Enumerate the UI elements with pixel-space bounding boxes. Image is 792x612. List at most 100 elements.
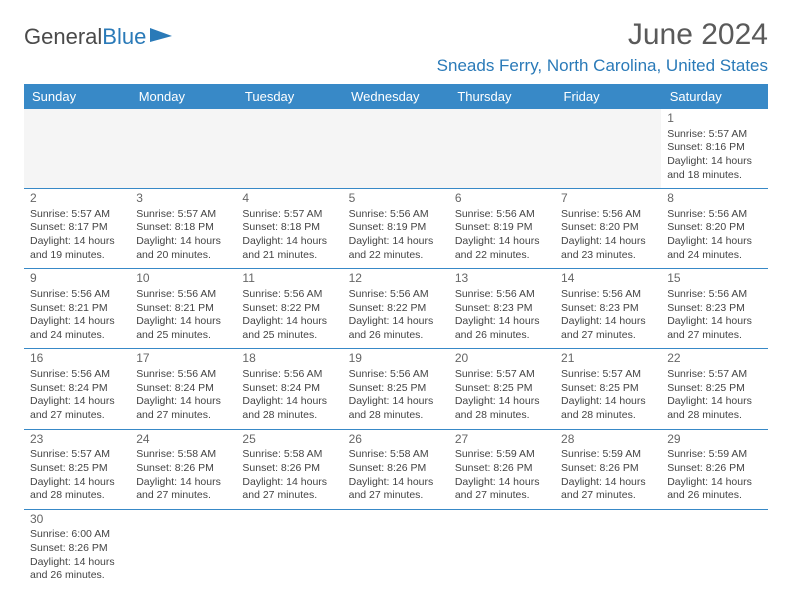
sunset-text: Sunset: 8:23 PM [561,302,655,316]
day-number: 7 [561,191,655,207]
sunset-text: Sunset: 8:21 PM [136,302,230,316]
day-number: 12 [349,271,443,287]
day-cell [449,109,555,189]
day-cell: 4Sunrise: 5:57 AMSunset: 8:18 PMDaylight… [236,189,342,269]
sunrise-text: Sunrise: 5:57 AM [667,128,761,142]
week-row: 9Sunrise: 5:56 AMSunset: 8:21 PMDaylight… [24,269,768,349]
day-cell: 2Sunrise: 5:57 AMSunset: 8:17 PMDaylight… [24,189,130,269]
sunset-text: Sunset: 8:26 PM [242,462,336,476]
daylight-text: Daylight: 14 hours and 26 minutes. [30,556,124,583]
dayname-mon: Monday [130,84,236,109]
day-cell [24,109,130,189]
daylight-text: Daylight: 14 hours and 26 minutes. [455,315,549,342]
day-number: 11 [242,271,336,287]
sunset-text: Sunset: 8:24 PM [30,382,124,396]
day-cell [236,109,342,189]
day-number: 24 [136,432,230,448]
day-number: 2 [30,191,124,207]
day-cell: 6Sunrise: 5:56 AMSunset: 8:19 PMDaylight… [449,189,555,269]
day-cell: 5Sunrise: 5:56 AMSunset: 8:19 PMDaylight… [343,189,449,269]
sunrise-text: Sunrise: 5:57 AM [30,448,124,462]
sunrise-text: Sunrise: 5:56 AM [667,208,761,222]
day-number: 3 [136,191,230,207]
sunrise-text: Sunrise: 5:56 AM [242,288,336,302]
sunrise-text: Sunrise: 5:58 AM [349,448,443,462]
dayname-row: Sunday Monday Tuesday Wednesday Thursday… [24,84,768,109]
daylight-text: Daylight: 14 hours and 28 minutes. [30,476,124,503]
day-cell [449,509,555,589]
sunset-text: Sunset: 8:23 PM [667,302,761,316]
day-cell [343,109,449,189]
sunset-text: Sunset: 8:26 PM [455,462,549,476]
sunrise-text: Sunrise: 5:56 AM [455,288,549,302]
day-cell: 19Sunrise: 5:56 AMSunset: 8:25 PMDayligh… [343,349,449,429]
dayname-fri: Friday [555,84,661,109]
sunset-text: Sunset: 8:23 PM [455,302,549,316]
daylight-text: Daylight: 14 hours and 24 minutes. [30,315,124,342]
day-cell: 17Sunrise: 5:56 AMSunset: 8:24 PMDayligh… [130,349,236,429]
day-cell [236,509,342,589]
day-cell: 29Sunrise: 5:59 AMSunset: 8:26 PMDayligh… [661,429,767,509]
header: GeneralBlue June 2024 Sneads Ferry, Nort… [24,18,768,76]
daylight-text: Daylight: 14 hours and 25 minutes. [136,315,230,342]
daylight-text: Daylight: 14 hours and 22 minutes. [455,235,549,262]
day-cell: 23Sunrise: 5:57 AMSunset: 8:25 PMDayligh… [24,429,130,509]
day-cell: 8Sunrise: 5:56 AMSunset: 8:20 PMDaylight… [661,189,767,269]
day-cell: 24Sunrise: 5:58 AMSunset: 8:26 PMDayligh… [130,429,236,509]
day-number: 15 [667,271,761,287]
daylight-text: Daylight: 14 hours and 27 minutes. [455,476,549,503]
day-number: 16 [30,351,124,367]
dayname-sun: Sunday [24,84,130,109]
sunset-text: Sunset: 8:18 PM [136,221,230,235]
daylight-text: Daylight: 14 hours and 27 minutes. [349,476,443,503]
daylight-text: Daylight: 14 hours and 27 minutes. [136,395,230,422]
week-row: 1Sunrise: 5:57 AMSunset: 8:16 PMDaylight… [24,109,768,189]
day-number: 10 [136,271,230,287]
day-cell: 13Sunrise: 5:56 AMSunset: 8:23 PMDayligh… [449,269,555,349]
sunrise-text: Sunrise: 5:56 AM [349,368,443,382]
daylight-text: Daylight: 14 hours and 27 minutes. [136,476,230,503]
daylight-text: Daylight: 14 hours and 28 minutes. [455,395,549,422]
sunrise-text: Sunrise: 5:59 AM [561,448,655,462]
daylight-text: Daylight: 14 hours and 25 minutes. [242,315,336,342]
dayname-thu: Thursday [449,84,555,109]
sunrise-text: Sunrise: 5:56 AM [667,288,761,302]
sunset-text: Sunset: 8:24 PM [136,382,230,396]
day-number: 6 [455,191,549,207]
sunset-text: Sunset: 8:18 PM [242,221,336,235]
sunset-text: Sunset: 8:26 PM [136,462,230,476]
day-cell [555,509,661,589]
sunrise-text: Sunrise: 5:56 AM [136,368,230,382]
sunset-text: Sunset: 8:24 PM [242,382,336,396]
daylight-text: Daylight: 14 hours and 22 minutes. [349,235,443,262]
day-cell: 3Sunrise: 5:57 AMSunset: 8:18 PMDaylight… [130,189,236,269]
day-number: 19 [349,351,443,367]
sunrise-text: Sunrise: 5:57 AM [136,208,230,222]
daylight-text: Daylight: 14 hours and 27 minutes. [242,476,336,503]
daylight-text: Daylight: 14 hours and 24 minutes. [667,235,761,262]
sunrise-text: Sunrise: 5:56 AM [349,208,443,222]
day-cell: 10Sunrise: 5:56 AMSunset: 8:21 PMDayligh… [130,269,236,349]
day-number: 30 [30,512,124,528]
sunset-text: Sunset: 8:19 PM [455,221,549,235]
day-cell: 1Sunrise: 5:57 AMSunset: 8:16 PMDaylight… [661,109,767,189]
day-cell: 26Sunrise: 5:58 AMSunset: 8:26 PMDayligh… [343,429,449,509]
daylight-text: Daylight: 14 hours and 27 minutes. [561,476,655,503]
week-row: 2Sunrise: 5:57 AMSunset: 8:17 PMDaylight… [24,189,768,269]
calendar-body: 1Sunrise: 5:57 AMSunset: 8:16 PMDaylight… [24,109,768,589]
sunrise-text: Sunrise: 5:56 AM [455,208,549,222]
sunrise-text: Sunrise: 5:56 AM [242,368,336,382]
day-cell: 15Sunrise: 5:56 AMSunset: 8:23 PMDayligh… [661,269,767,349]
sunset-text: Sunset: 8:22 PM [242,302,336,316]
sunset-text: Sunset: 8:26 PM [561,462,655,476]
day-number: 25 [242,432,336,448]
logo-text-2: Blue [102,24,146,50]
day-number: 1 [667,111,761,127]
daylight-text: Daylight: 14 hours and 20 minutes. [136,235,230,262]
sunrise-text: Sunrise: 6:00 AM [30,528,124,542]
day-cell [555,109,661,189]
sunrise-text: Sunrise: 5:56 AM [136,288,230,302]
sunset-text: Sunset: 8:26 PM [349,462,443,476]
daylight-text: Daylight: 14 hours and 21 minutes. [242,235,336,262]
sunset-text: Sunset: 8:21 PM [30,302,124,316]
